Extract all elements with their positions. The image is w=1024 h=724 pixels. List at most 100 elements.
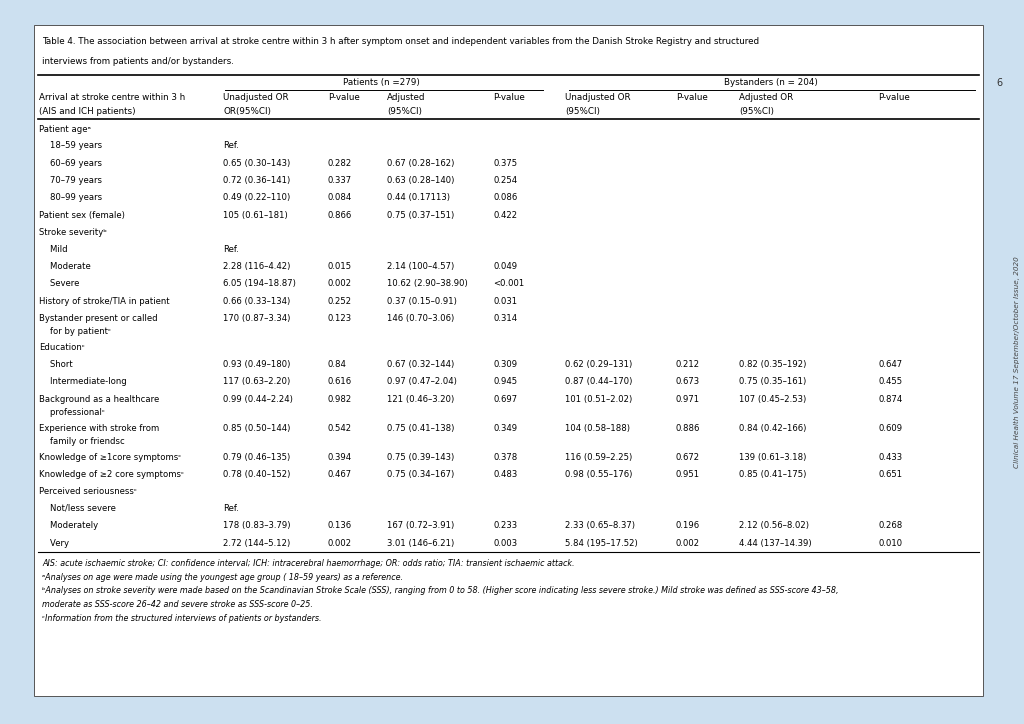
Text: 167 (0.72–3.91): 167 (0.72–3.91) bbox=[387, 521, 455, 530]
Text: 117 (0.63–2.20): 117 (0.63–2.20) bbox=[223, 377, 291, 386]
Text: 0.87 (0.44–170): 0.87 (0.44–170) bbox=[565, 377, 633, 386]
Text: 0.542: 0.542 bbox=[328, 424, 352, 432]
Text: Patients (n =279): Patients (n =279) bbox=[343, 78, 420, 87]
Text: (95%CI): (95%CI) bbox=[565, 107, 600, 116]
Text: 105 (0.61–181): 105 (0.61–181) bbox=[223, 211, 288, 219]
Text: 5.84 (195–17.52): 5.84 (195–17.52) bbox=[565, 539, 638, 547]
Text: Stroke severityᵇ: Stroke severityᵇ bbox=[39, 228, 106, 237]
Text: 0.252: 0.252 bbox=[328, 297, 352, 306]
Text: Bystander present or called: Bystander present or called bbox=[39, 314, 158, 323]
Text: family or friendsc: family or friendsc bbox=[39, 437, 125, 445]
Text: (AIS and ICH patients): (AIS and ICH patients) bbox=[39, 107, 135, 116]
Text: Perceived seriousnessᶜ: Perceived seriousnessᶜ bbox=[39, 487, 137, 496]
Text: 0.616: 0.616 bbox=[328, 377, 352, 386]
Text: Short: Short bbox=[39, 360, 73, 369]
Text: Ref.: Ref. bbox=[223, 504, 240, 513]
Text: 178 (0.83–3.79): 178 (0.83–3.79) bbox=[223, 521, 291, 530]
Text: 0.75 (0.35–161): 0.75 (0.35–161) bbox=[739, 377, 807, 386]
Text: 0.971: 0.971 bbox=[676, 395, 700, 403]
Text: 0.084: 0.084 bbox=[328, 193, 352, 202]
Text: 0.378: 0.378 bbox=[494, 452, 518, 461]
Text: 0.886: 0.886 bbox=[676, 424, 700, 432]
Text: 6: 6 bbox=[996, 78, 1002, 88]
Text: 0.483: 0.483 bbox=[494, 470, 518, 479]
Text: Ref.: Ref. bbox=[223, 141, 240, 150]
Text: Moderately: Moderately bbox=[39, 521, 98, 530]
Text: 0.99 (0.44–2.24): 0.99 (0.44–2.24) bbox=[223, 395, 293, 403]
Text: 60–69 years: 60–69 years bbox=[39, 159, 102, 167]
Text: 0.37 (0.15–0.91): 0.37 (0.15–0.91) bbox=[387, 297, 457, 306]
Text: 0.866: 0.866 bbox=[328, 211, 352, 219]
Text: 70–79 years: 70–79 years bbox=[39, 176, 102, 185]
Text: 0.647: 0.647 bbox=[879, 360, 903, 369]
Text: 0.136: 0.136 bbox=[328, 521, 352, 530]
Text: 0.268: 0.268 bbox=[879, 521, 903, 530]
Text: Knowledge of ≥2 core symptomsᶜ: Knowledge of ≥2 core symptomsᶜ bbox=[39, 470, 184, 479]
Text: 0.78 (0.40–152): 0.78 (0.40–152) bbox=[223, 470, 291, 479]
Text: 10.62 (2.90–38.90): 10.62 (2.90–38.90) bbox=[387, 279, 468, 288]
Text: P-value: P-value bbox=[879, 93, 910, 101]
Text: 0.467: 0.467 bbox=[328, 470, 352, 479]
Text: Educationᶜ: Educationᶜ bbox=[39, 343, 85, 352]
Text: 0.75 (0.34–167): 0.75 (0.34–167) bbox=[387, 470, 455, 479]
Text: 2.28 (116–4.42): 2.28 (116–4.42) bbox=[223, 262, 291, 271]
Text: 0.84: 0.84 bbox=[328, 360, 346, 369]
Text: 0.82 (0.35–192): 0.82 (0.35–192) bbox=[739, 360, 807, 369]
Text: 0.98 (0.55–176): 0.98 (0.55–176) bbox=[565, 470, 633, 479]
Text: 0.086: 0.086 bbox=[494, 193, 518, 202]
Text: 0.337: 0.337 bbox=[328, 176, 352, 185]
Text: 0.673: 0.673 bbox=[676, 377, 700, 386]
Text: 2.14 (100–4.57): 2.14 (100–4.57) bbox=[387, 262, 455, 271]
Text: 0.93 (0.49–180): 0.93 (0.49–180) bbox=[223, 360, 291, 369]
Text: OR(95%CI): OR(95%CI) bbox=[223, 107, 271, 116]
Text: 0.314: 0.314 bbox=[494, 314, 518, 323]
Text: ᶜInformation from the structured interviews of patients or bystanders.: ᶜInformation from the structured intervi… bbox=[42, 614, 322, 623]
Text: 139 (0.61–3.18): 139 (0.61–3.18) bbox=[739, 452, 807, 461]
Text: 0.031: 0.031 bbox=[494, 297, 518, 306]
Text: 80–99 years: 80–99 years bbox=[39, 193, 102, 202]
Text: 0.72 (0.36–141): 0.72 (0.36–141) bbox=[223, 176, 291, 185]
Text: Ref.: Ref. bbox=[223, 245, 240, 253]
Text: 0.049: 0.049 bbox=[494, 262, 518, 271]
Text: Intermediate-long: Intermediate-long bbox=[39, 377, 127, 386]
Text: 0.85 (0.50–144): 0.85 (0.50–144) bbox=[223, 424, 291, 432]
Text: 0.651: 0.651 bbox=[879, 470, 903, 479]
Text: 0.66 (0.33–134): 0.66 (0.33–134) bbox=[223, 297, 291, 306]
Text: Arrival at stroke centre within 3 h: Arrival at stroke centre within 3 h bbox=[39, 93, 185, 101]
Text: Clinical Health Volume 17 September/October Issue, 2020: Clinical Health Volume 17 September/Octo… bbox=[1014, 256, 1020, 468]
Text: 0.672: 0.672 bbox=[676, 452, 700, 461]
Text: 4.44 (137–14.39): 4.44 (137–14.39) bbox=[739, 539, 812, 547]
Text: P-value: P-value bbox=[328, 93, 359, 101]
Text: 0.375: 0.375 bbox=[494, 159, 518, 167]
Text: Adjusted OR: Adjusted OR bbox=[739, 93, 794, 101]
Text: moderate as SSS-score 26–42 and severe stroke as SSS-score 0–25.: moderate as SSS-score 26–42 and severe s… bbox=[42, 600, 313, 609]
Text: 0.951: 0.951 bbox=[676, 470, 700, 479]
Text: P-value: P-value bbox=[676, 93, 708, 101]
Text: 0.75 (0.41–138): 0.75 (0.41–138) bbox=[387, 424, 455, 432]
Text: 0.85 (0.41–175): 0.85 (0.41–175) bbox=[739, 470, 807, 479]
Text: professionalᶜ: professionalᶜ bbox=[39, 408, 104, 416]
Text: 0.282: 0.282 bbox=[328, 159, 352, 167]
Text: 0.63 (0.28–140): 0.63 (0.28–140) bbox=[387, 176, 455, 185]
Text: 0.349: 0.349 bbox=[494, 424, 518, 432]
Text: 6.05 (194–18.87): 6.05 (194–18.87) bbox=[223, 279, 296, 288]
Text: 0.84 (0.42–166): 0.84 (0.42–166) bbox=[739, 424, 807, 432]
Text: Not/less severe: Not/less severe bbox=[39, 504, 116, 513]
Text: 0.254: 0.254 bbox=[494, 176, 518, 185]
Text: Severe: Severe bbox=[39, 279, 79, 288]
Text: Knowledge of ≥1core symptomsᶜ: Knowledge of ≥1core symptomsᶜ bbox=[39, 452, 181, 461]
Text: 104 (0.58–188): 104 (0.58–188) bbox=[565, 424, 630, 432]
Text: (95%CI): (95%CI) bbox=[387, 107, 422, 116]
Text: 0.67 (0.28–162): 0.67 (0.28–162) bbox=[387, 159, 455, 167]
Text: 0.697: 0.697 bbox=[494, 395, 518, 403]
Text: 0.196: 0.196 bbox=[676, 521, 700, 530]
Text: 0.67 (0.32–144): 0.67 (0.32–144) bbox=[387, 360, 455, 369]
Text: Background as a healthcare: Background as a healthcare bbox=[39, 395, 159, 403]
Text: (95%CI): (95%CI) bbox=[739, 107, 774, 116]
Text: 0.79 (0.46–135): 0.79 (0.46–135) bbox=[223, 452, 291, 461]
Text: Unadjusted OR: Unadjusted OR bbox=[223, 93, 289, 101]
Text: 146 (0.70–3.06): 146 (0.70–3.06) bbox=[387, 314, 455, 323]
Text: 0.123: 0.123 bbox=[328, 314, 352, 323]
Text: History of stroke/TIA in patient: History of stroke/TIA in patient bbox=[39, 297, 170, 306]
Text: 0.003: 0.003 bbox=[494, 539, 518, 547]
